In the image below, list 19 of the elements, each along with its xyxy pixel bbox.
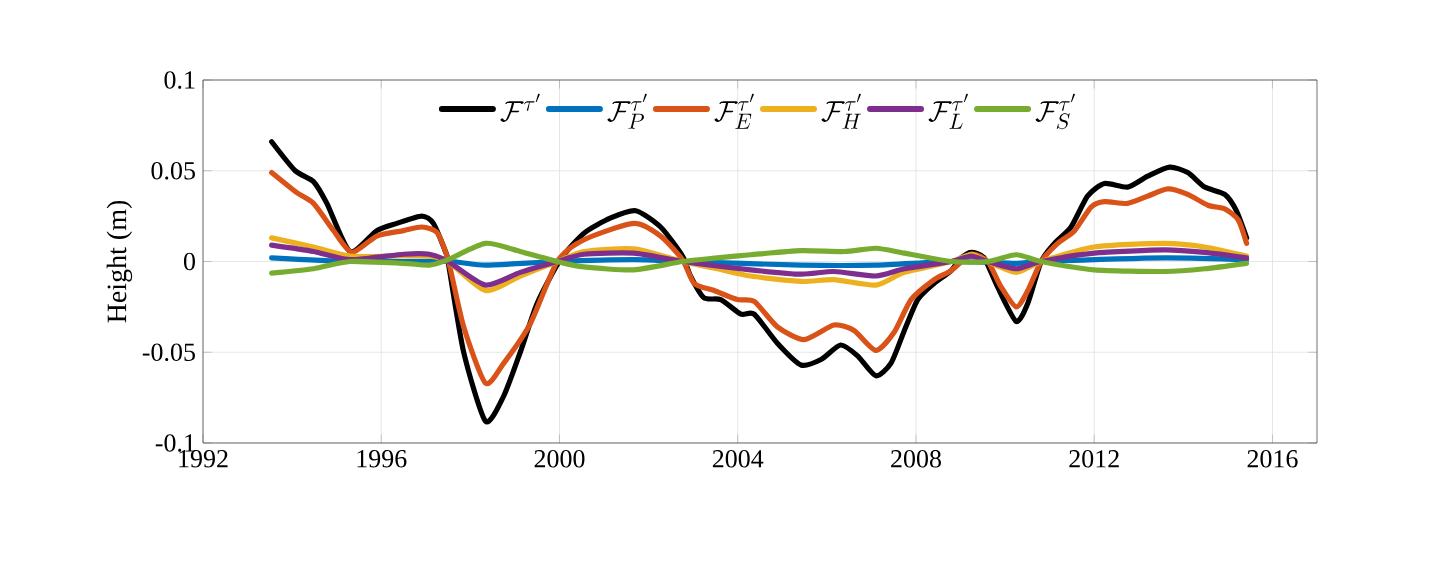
x-tick-label: 1996 bbox=[357, 450, 407, 468]
x-tick-label: 2004 bbox=[712, 450, 764, 468]
y-axis-title: Height (m) bbox=[106, 200, 133, 323]
x-tick-label: 1992 bbox=[179, 450, 228, 468]
legend-label: $\mathcal{F}_L^{\tau'}$ bbox=[928, 93, 968, 129]
legend-label: $\mathcal{F}_P^{\tau'}$ bbox=[607, 93, 647, 129]
y-tick-label: -0.1 bbox=[155, 434, 195, 452]
legend-label: $\mathcal{F}_H^{\tau'}$ bbox=[821, 93, 861, 129]
x-tick-label: 2012 bbox=[1069, 450, 1119, 468]
legend-label: $\mathcal{F}_S^{\tau'}$ bbox=[1035, 93, 1075, 130]
x-tick-label: 2008 bbox=[891, 450, 941, 468]
x-tick-label: 2016 bbox=[1247, 450, 1298, 468]
x-tick-label: 2000 bbox=[534, 450, 585, 468]
y-tick-label: 0.05 bbox=[151, 161, 195, 180]
legend-label: $\mathcal{F}_E^{\tau'}$ bbox=[714, 93, 754, 129]
y-tick-label: -0.05 bbox=[142, 343, 195, 362]
y-tick-label: 0 bbox=[183, 252, 195, 271]
y-tick-label: 0.1 bbox=[164, 71, 195, 89]
legend-label: $\mathcal{F}^{\tau'}$ bbox=[500, 93, 540, 122]
